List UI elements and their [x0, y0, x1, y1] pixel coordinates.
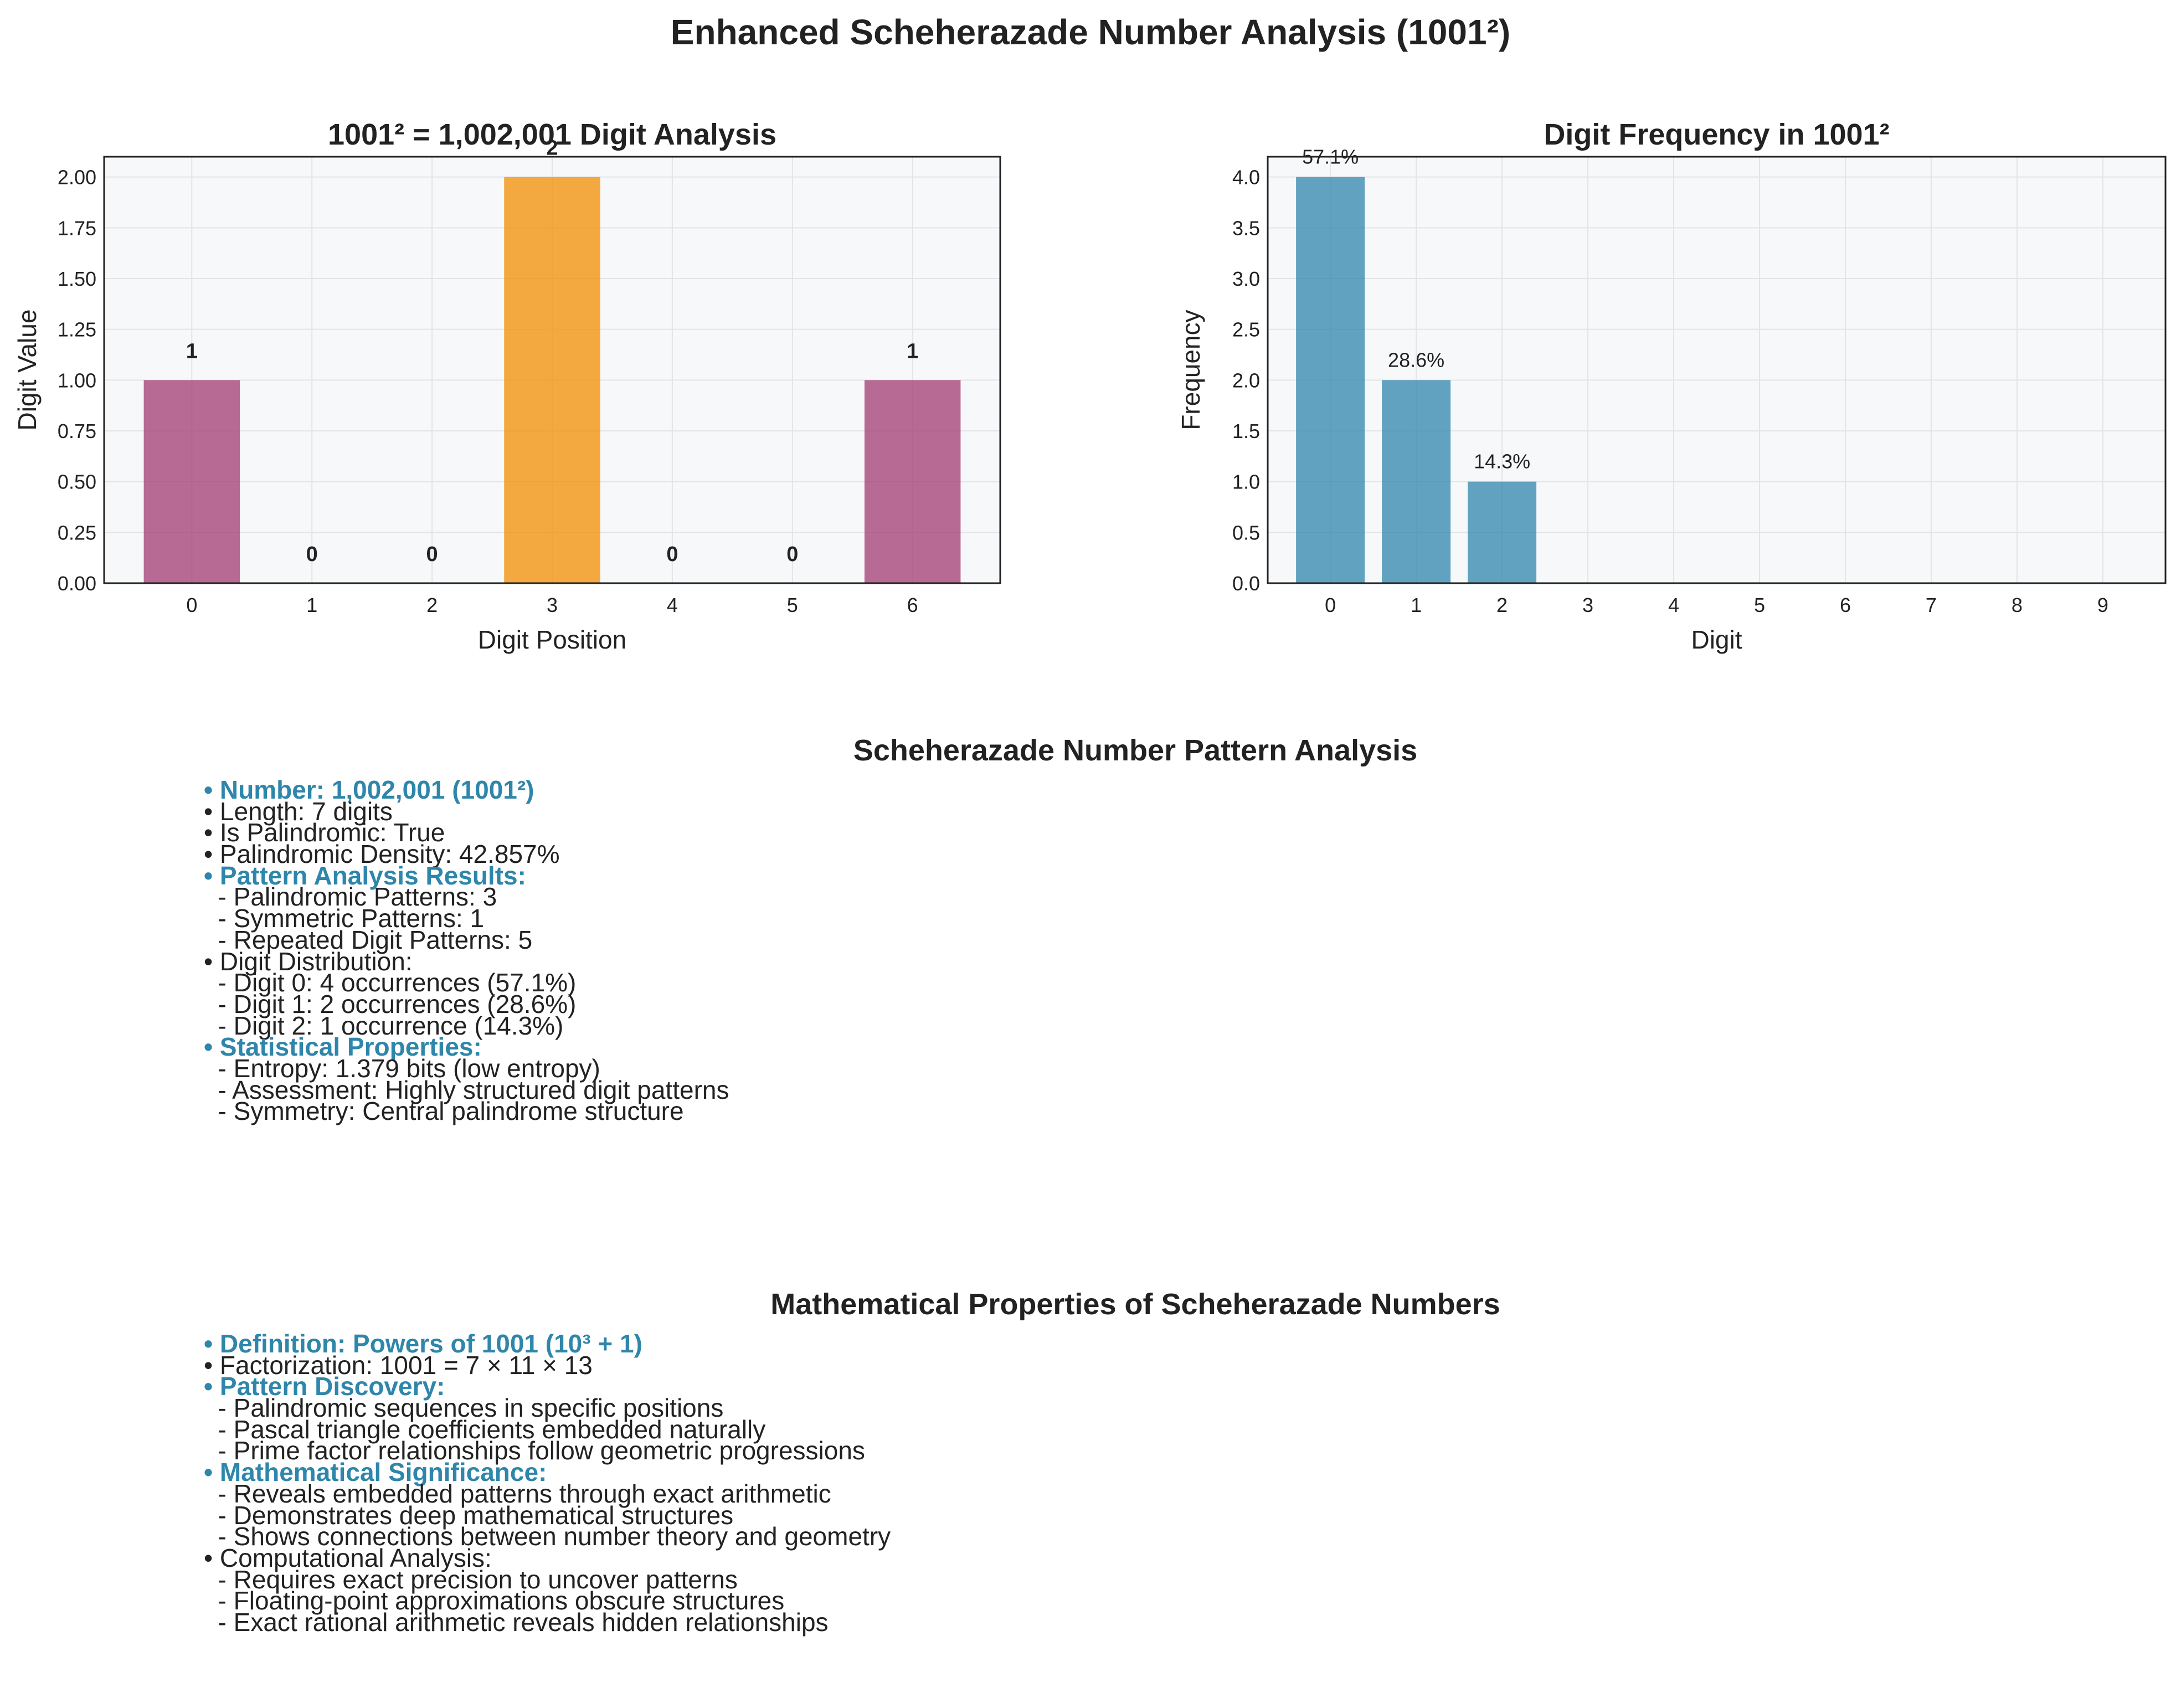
chart1-ytick-label: 1.25 [58, 318, 96, 341]
pattern-analysis-line: - Digit 0: 4 occurrences (57.1%) [204, 968, 577, 997]
chart2-data-label: 57.1% [1302, 146, 1359, 168]
pattern-analysis-line: - Digit 2: 1 occurrence (14.3%) [204, 1011, 564, 1040]
chart1-data-label: 0 [666, 543, 678, 566]
pattern-analysis-line: - Entropy: 1.379 bits (low entropy) [204, 1053, 600, 1083]
chart2-xtick-label: 9 [2097, 594, 2108, 616]
math-properties-line: - Pascal triangle coefficients embedded … [204, 1414, 766, 1444]
pattern-analysis-line: • Length: 7 digits [204, 796, 393, 826]
pattern-analysis-line: • Is Palindromic: True [204, 818, 445, 847]
chart2-xtick-label: 4 [1668, 594, 1679, 616]
chart1-ytick-label: 0.75 [58, 420, 96, 443]
chart2-ytick-label: 1.0 [1232, 471, 1260, 493]
pattern-analysis-line: • Statistical Properties: [204, 1032, 482, 1062]
math-properties-line: - Prime factor relationships follow geom… [204, 1436, 865, 1465]
chart2-xtick-label: 2 [1496, 594, 1508, 616]
pattern-analysis-line: • Digit Distribution: [204, 946, 413, 976]
math-properties-line: • Mathematical Significance: [204, 1458, 547, 1487]
chart1-bar [504, 177, 600, 584]
chart1-data-label: 0 [426, 543, 438, 566]
pattern-analysis-line: • Palindromic Density: 42.857% [204, 840, 560, 869]
chart1-data-label: 0 [306, 543, 318, 566]
math-properties-line: - Exact rational arithmetic reveals hidd… [204, 1607, 829, 1637]
chart2-data-label: 28.6% [1388, 348, 1444, 371]
chart1-data-label: 1 [186, 339, 198, 363]
chart1-xtick-label: 3 [547, 594, 558, 616]
chart2-bar [1382, 380, 1451, 583]
chart2-axes-frame [1267, 156, 2167, 584]
pattern-analysis-line: • Number: 1,002,001 (1001²) [204, 775, 534, 804]
pattern-analysis-line: - Symmetry: Central palindrome structure [204, 1097, 684, 1126]
chart1-xtick-label: 0 [186, 594, 197, 616]
math-properties-line: - Palindromic sequences in specific posi… [204, 1393, 724, 1423]
pattern-analysis-line: - Palindromic Patterns: 3 [204, 882, 497, 912]
math-properties-line: • Definition: Powers of 1001 (10³ + 1) [204, 1329, 642, 1358]
chart1-xtick-label: 1 [306, 594, 317, 616]
chart1-xtick-label: 2 [426, 594, 438, 616]
chart2-ytick-label: 1.5 [1232, 420, 1260, 443]
pattern-section-title: Scheherazade Number Pattern Analysis [853, 734, 1418, 767]
math-properties-line: - Reveals embedded patterns through exac… [204, 1479, 831, 1508]
pattern-analysis-line: - Symmetric Patterns: 1 [204, 904, 485, 933]
math-properties-line: - Demonstrates deep mathematical structu… [204, 1500, 734, 1530]
chart1-bar [143, 380, 240, 583]
chart1-ytick-label: 2.00 [58, 166, 96, 189]
chart2-xtick-label: 0 [1325, 594, 1336, 616]
chart2-ytick-label: 3.5 [1232, 217, 1260, 239]
chart2-ytick-label: 3.0 [1232, 267, 1260, 290]
chart2-ytick-label: 0.5 [1232, 521, 1260, 544]
chart1-ytick-label: 1.00 [58, 369, 96, 392]
chart2-ytick-label: 4.0 [1232, 166, 1260, 189]
chart2-bar [1468, 481, 1537, 583]
chart1-xlabel: Digit Position [478, 625, 626, 654]
chart2-data-label: 14.3% [1474, 450, 1530, 473]
chart1-ytick-label: 0.50 [58, 471, 96, 493]
math-properties-list: • Definition: Powers of 1001 (10³ + 1) • … [204, 1329, 891, 1637]
chart2-xtick-label: 7 [1926, 594, 1937, 616]
math-properties-line: • Pattern Discovery: [204, 1372, 445, 1401]
chart1-data-label: 1 [907, 339, 918, 363]
pattern-analysis-line: - Digit 1: 2 occurrences (28.6%) [204, 989, 577, 1018]
math-properties-line: • Computational Analysis: [204, 1543, 492, 1572]
chart2-xlabel: Digit [1691, 625, 1742, 654]
chart1-data-label: 0 [786, 543, 798, 566]
chart1-ytick-label: 1.50 [58, 267, 96, 290]
pattern-analysis-list: • Number: 1,002,001 (1001²) • Length: 7 d… [204, 775, 729, 1126]
pattern-analysis-line: - Repeated Digit Patterns: 5 [204, 925, 533, 954]
chart2-ylabel: Frequency [1176, 310, 1205, 430]
chart2-xtick-label: 8 [2012, 594, 2023, 616]
chart2-xtick-label: 1 [1411, 594, 1422, 616]
math-properties-line: - Shows connections between number theor… [204, 1522, 891, 1551]
chart2-bar [1296, 177, 1365, 584]
math-properties-line: - Floating-point approximations obscure … [204, 1586, 785, 1616]
math-properties-line: - Requires exact precision to uncover pa… [204, 1565, 738, 1594]
chart1-xtick-label: 5 [787, 594, 798, 616]
chart1-ytick-label: 0.00 [58, 572, 96, 595]
chart1-ytick-label: 1.75 [58, 217, 96, 239]
math-properties-line: • Factorization: 1001 = 7 × 11 × 13 [204, 1350, 593, 1380]
charts-svg: 0.000.250.500.751.001.251.501.752.000 1 2 3… [13, 118, 2167, 654]
math-section-title: Mathematical Properties of Scheherazade … [770, 1288, 1500, 1321]
chart1-ytick-label: 0.25 [58, 521, 96, 544]
pattern-analysis-line: • Pattern Analysis Results: [204, 861, 526, 890]
figure-title: Enhanced Scheherazade Number Analysis (1… [670, 12, 1511, 52]
chart1-title: 1001² = 1,002,001 Digit Analysis [328, 118, 776, 151]
pattern-analysis-line: - Assessment: Highly structured digit pa… [204, 1075, 729, 1104]
chart2-ytick-label: 2.0 [1232, 369, 1260, 392]
chart1-bar [864, 380, 961, 583]
chart1-axes-frame [103, 156, 1001, 584]
chart1-ylabel: Digit Value [13, 309, 42, 430]
chart2-title: Digit Frequency in 1001² [1544, 118, 1889, 151]
chart1-xtick-label: 4 [667, 594, 678, 616]
chart2-xtick-label: 3 [1582, 594, 1593, 616]
chart2-ytick-label: 2.5 [1232, 318, 1260, 341]
chart2-xtick-label: 5 [1754, 594, 1765, 616]
chart1-xtick-label: 6 [907, 594, 918, 616]
chart1-data-label: 2 [546, 137, 558, 160]
chart2-ytick-label: 0.0 [1232, 572, 1260, 595]
chart2-xtick-label: 6 [1840, 594, 1851, 616]
